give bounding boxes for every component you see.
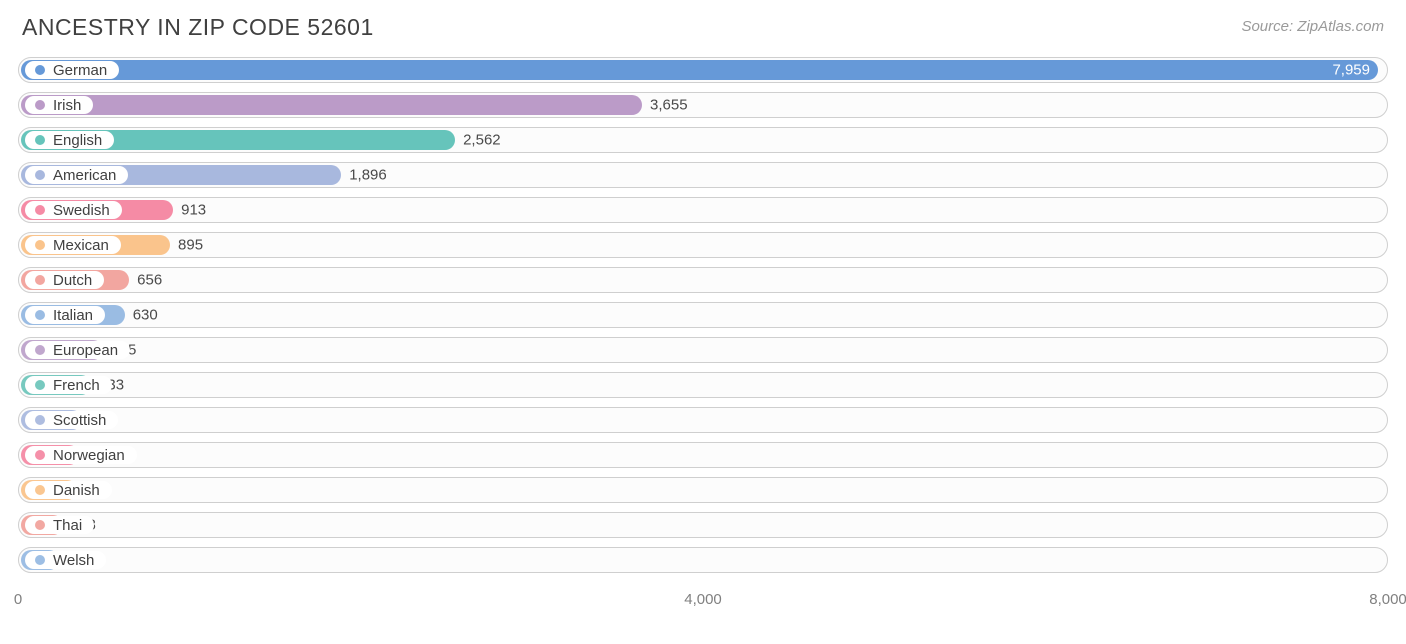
- bar-color-marker: [35, 240, 45, 250]
- x-tick-label: 0: [14, 591, 22, 608]
- chart-source: Source: ZipAtlas.com: [1241, 14, 1384, 35]
- bar-category-pill: French: [25, 376, 112, 394]
- bar-row: 378Scottish: [18, 407, 1388, 433]
- bar-value-label: 895: [178, 237, 203, 254]
- bar-category-label: Norwegian: [53, 447, 125, 464]
- bar-category-pill: Irish: [25, 96, 93, 114]
- bar-color-marker: [35, 345, 45, 355]
- bar-row: 895 Mexican: [18, 232, 1388, 258]
- bar-category-label: Dutch: [53, 272, 92, 289]
- bar-color-marker: [35, 485, 45, 495]
- bar-color-marker: [35, 555, 45, 565]
- bar-value-label: 7,959: [1332, 62, 1370, 79]
- bar-color-marker: [35, 135, 45, 145]
- bar-category-pill: Norwegian: [25, 446, 137, 464]
- bar-row: 247Welsh: [18, 547, 1388, 573]
- bar-value-label: 1,896: [349, 167, 387, 184]
- bar-category-pill: English: [25, 131, 114, 149]
- bar-category-label: Irish: [53, 97, 81, 114]
- bar-color-marker: [35, 205, 45, 215]
- bar-category-label: European: [53, 342, 118, 359]
- bars-container: 7,959 German 3,655 Irish 2,562 English 1,896 Am…: [18, 57, 1388, 573]
- bar-category-pill: American: [25, 166, 128, 184]
- bar-value-label: 630: [133, 307, 158, 324]
- bar-color-marker: [35, 100, 45, 110]
- bar-row: 913 Swedish: [18, 197, 1388, 223]
- bar-fill: [21, 95, 642, 115]
- bar-color-marker: [35, 310, 45, 320]
- bar-row: 3,655 Irish: [18, 92, 1388, 118]
- bar-color-marker: [35, 65, 45, 75]
- bar-color-marker: [35, 415, 45, 425]
- bar-color-marker: [35, 380, 45, 390]
- bar-row: 364Norwegian: [18, 442, 1388, 468]
- x-axis: 04,0008,000: [18, 582, 1388, 608]
- ancestry-bar-chart: 7,959 German 3,655 Irish 2,562 English 1,896 Am…: [0, 45, 1406, 608]
- bar-category-label: French: [53, 377, 100, 394]
- bar-row: 2,562 English: [18, 127, 1388, 153]
- bar-category-label: Danish: [53, 482, 100, 499]
- bar-category-label: Thai: [53, 517, 82, 534]
- bar-category-label: Welsh: [53, 552, 94, 569]
- bar-value-label: 656: [137, 272, 162, 289]
- bar-category-label: Swedish: [53, 202, 110, 219]
- bar-row: 630 Italian: [18, 302, 1388, 328]
- bar-row: 505European: [18, 337, 1388, 363]
- bar-color-marker: [35, 520, 45, 530]
- bar-category-pill: Thai: [25, 516, 94, 534]
- bar-color-marker: [35, 275, 45, 285]
- chart-title: ANCESTRY IN ZIP CODE 52601: [22, 14, 374, 41]
- bar-category-label: Scottish: [53, 412, 106, 429]
- bar-category-pill: Welsh: [25, 551, 106, 569]
- bar-row: 7,959 German: [18, 57, 1388, 83]
- bar-row: 1,896 American: [18, 162, 1388, 188]
- x-tick-label: 4,000: [684, 591, 722, 608]
- bar-color-marker: [35, 450, 45, 460]
- bar-category-pill: German: [25, 61, 119, 79]
- bar-value-label: 3,655: [650, 97, 688, 114]
- chart-header: ANCESTRY IN ZIP CODE 52601 Source: ZipAt…: [0, 0, 1406, 45]
- bar-fill: 7,959: [21, 60, 1378, 80]
- bar-category-label: German: [53, 62, 107, 79]
- bar-value-label: 913: [181, 202, 206, 219]
- bar-row: 268Thai: [18, 512, 1388, 538]
- bar-row: 433French: [18, 372, 1388, 398]
- bar-category-pill: European: [25, 341, 130, 359]
- bar-category-label: American: [53, 167, 116, 184]
- bar-category-label: Mexican: [53, 237, 109, 254]
- bar-category-pill: Mexican: [25, 236, 121, 254]
- bar-category-label: English: [53, 132, 102, 149]
- bar-category-pill: Swedish: [25, 201, 122, 219]
- bar-category-pill: Danish: [25, 481, 112, 499]
- bar-color-marker: [35, 170, 45, 180]
- bar-row: 656 Dutch: [18, 267, 1388, 293]
- x-tick-label: 8,000: [1369, 591, 1406, 608]
- bar-category-label: Italian: [53, 307, 93, 324]
- bar-value-label: 2,562: [463, 132, 501, 149]
- bar-category-pill: Scottish: [25, 411, 118, 429]
- bar-row: 351Danish: [18, 477, 1388, 503]
- bar-category-pill: Dutch: [25, 271, 104, 289]
- bar-category-pill: Italian: [25, 306, 105, 324]
